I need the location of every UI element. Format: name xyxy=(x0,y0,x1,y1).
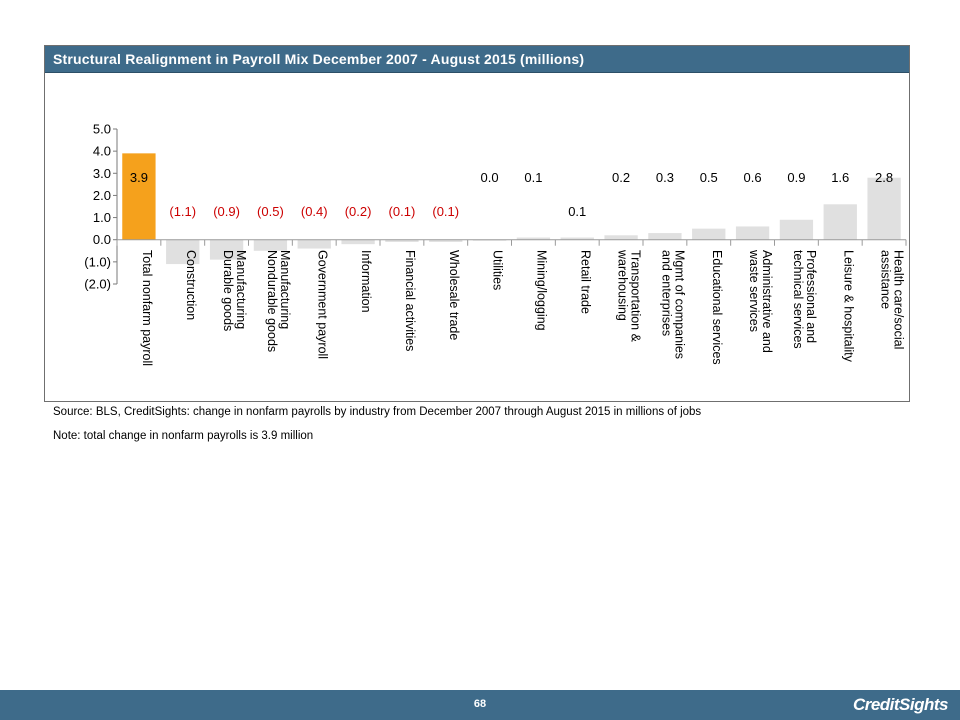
category-label: Manufacturing xyxy=(278,250,292,329)
bar xyxy=(341,239,375,245)
category-label: Retail trade xyxy=(578,250,592,314)
category-label: warehousing xyxy=(616,249,630,321)
category-label: assistance xyxy=(879,250,893,309)
bar xyxy=(297,239,331,249)
data-label: 0.2 xyxy=(612,170,630,185)
category-label: Financial activities xyxy=(403,250,417,351)
page-number: 68 xyxy=(473,698,487,710)
y-tick-label: 0.0 xyxy=(93,232,111,247)
y-tick-label: 4.0 xyxy=(93,144,111,159)
data-label: 2.8 xyxy=(875,170,893,185)
category-label: Health care/social xyxy=(892,250,906,349)
category-label: Total nonfarm payroll xyxy=(140,250,154,366)
category-label: Transportation & xyxy=(629,250,643,343)
data-label: 0.9 xyxy=(787,170,805,185)
category-label: Mining/logging xyxy=(534,250,548,331)
bar xyxy=(122,153,156,240)
data-label: (0.1) xyxy=(389,204,416,219)
total-note: Note: total change in nonfarm payrolls i… xyxy=(53,430,314,442)
bar xyxy=(516,237,551,240)
y-tick-label: (1.0) xyxy=(84,254,111,269)
data-label: 3.9 xyxy=(130,170,148,185)
data-label: 0.0 xyxy=(481,170,499,185)
data-label: 0.1 xyxy=(524,170,542,185)
data-label: (0.9) xyxy=(213,204,240,219)
data-label: 1.6 xyxy=(831,170,849,185)
creditsights-logo: CreditSights xyxy=(852,695,949,714)
source-note: Source: BLS, CreditSights: change in non… xyxy=(53,406,702,418)
y-tick-label: 5.0 xyxy=(93,122,111,137)
data-label: (0.2) xyxy=(345,204,372,219)
category-label: Professional and xyxy=(804,250,818,343)
category-label: Administrative and xyxy=(760,250,774,353)
y-tick-label: 3.0 xyxy=(93,166,111,181)
bar xyxy=(648,233,682,240)
category-label: Information xyxy=(359,250,373,313)
chart-frame: Structural Realignment in Payroll Mix De… xyxy=(44,45,910,402)
data-label: 0.1 xyxy=(568,204,586,219)
bar xyxy=(253,239,288,251)
bar xyxy=(166,239,200,265)
bar xyxy=(604,235,638,240)
category-label: waste services xyxy=(747,249,761,332)
bar xyxy=(692,228,726,240)
bar xyxy=(385,239,419,242)
category-label: Utilities xyxy=(491,250,505,290)
category-label: Durable goods xyxy=(221,250,235,331)
data-label: 0.3 xyxy=(656,170,674,185)
category-label: Wholesale trade xyxy=(447,250,461,340)
category-label: and enterprises xyxy=(659,250,673,336)
data-label: (0.5) xyxy=(257,204,284,219)
data-label: (0.1) xyxy=(432,204,459,219)
bar xyxy=(867,177,901,240)
category-label: Construction xyxy=(184,250,198,320)
category-label: Leisure & hospitality xyxy=(841,250,855,363)
data-label: (0.4) xyxy=(301,204,328,219)
bar xyxy=(779,219,814,240)
bar xyxy=(429,239,463,242)
data-label: 0.6 xyxy=(744,170,762,185)
category-label: Manufacturing xyxy=(234,250,248,329)
bar-chart: 5.0 4.0 3.0 2.0 1.0 0.0 (1.0) (2.0) 3.9 (1.1) (0.9… xyxy=(84,122,907,366)
y-tick-label: 2.0 xyxy=(93,188,111,203)
category-label: Nondurable goods xyxy=(265,250,279,352)
data-label: 0.5 xyxy=(700,170,718,185)
category-label: technical services xyxy=(791,250,805,349)
y-tick-label: (2.0) xyxy=(84,277,111,292)
bar xyxy=(735,226,770,240)
data-label: (1.1) xyxy=(169,204,196,219)
chart-title: Structural Realignment in Payroll Mix De… xyxy=(45,46,909,73)
bar xyxy=(560,237,594,240)
footer-bar: 68 CreditSights xyxy=(0,690,960,720)
bar xyxy=(209,239,244,260)
bar xyxy=(823,204,857,240)
y-tick-label: 1.0 xyxy=(93,210,111,225)
category-label: Mgmt of companies xyxy=(672,250,686,359)
category-label: Government payroll xyxy=(315,250,329,359)
category-label: Educational services xyxy=(710,250,724,365)
